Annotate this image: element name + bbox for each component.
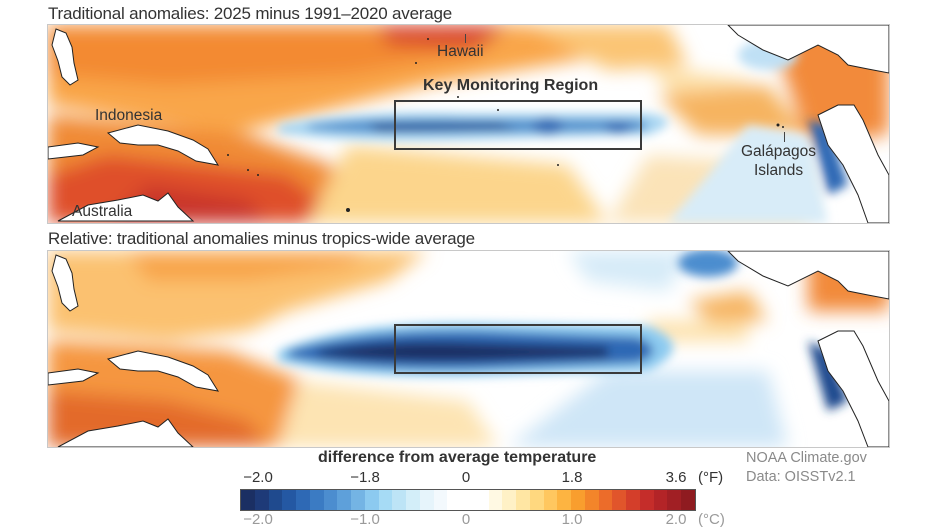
colorbar-swatch	[323, 490, 338, 510]
unit-celsius: (°C)	[698, 511, 725, 528]
hawaii-pointer	[465, 34, 466, 43]
colorbar-swatch	[419, 490, 434, 510]
panel-2-title: Relative: traditional anomalies minus tr…	[48, 229, 475, 248]
colorbar-swatch	[282, 490, 296, 510]
label-indonesia: Indonesia	[95, 107, 163, 124]
colorbar-swatch	[351, 490, 365, 510]
label-hawaii: Hawaii	[437, 43, 484, 60]
colorbar-swatch	[364, 490, 379, 510]
colorbar-swatch	[584, 490, 599, 510]
key-monitoring-region-box	[394, 100, 642, 150]
tick-f-2: 0	[461, 469, 471, 486]
tick-c-3: 1.0	[561, 511, 583, 528]
tick-c-4: 2.0	[665, 511, 687, 528]
colorbar-swatch	[406, 490, 420, 510]
colorbar-swatch	[502, 490, 516, 510]
colorbar-swatch	[337, 490, 351, 510]
colorbar-swatch	[392, 490, 406, 510]
colorbar-swatch	[571, 490, 585, 510]
tick-f-3: 1.8	[561, 469, 583, 486]
label-key-monitoring-region: Key Monitoring Region	[423, 77, 599, 94]
colorbar-swatch	[543, 490, 558, 510]
tick-c-2: 0	[461, 511, 471, 528]
colorbar-swatch	[557, 490, 571, 510]
label-galapagos: Galápagos	[741, 143, 816, 160]
tick-c-1: −1.0	[350, 511, 380, 528]
tick-c-0: −2.0	[243, 511, 273, 528]
colorbar-swatch	[268, 490, 283, 510]
label-australia: Australia	[72, 203, 133, 220]
colorbar-swatch	[461, 490, 475, 510]
colorbar-swatch	[474, 490, 489, 510]
colorbar-swatch	[309, 490, 324, 510]
map-relative-anomalies	[47, 250, 890, 448]
colorbar-swatch	[653, 490, 668, 510]
tick-f-1: −1.8	[350, 469, 380, 486]
colorbar-swatch	[598, 490, 613, 510]
colorbar-swatch	[296, 490, 310, 510]
key-monitoring-region-box-2	[394, 324, 642, 374]
panel-1-title: Traditional anomalies: 2025 minus 1991–2…	[48, 4, 453, 23]
colorbar-swatch	[241, 490, 255, 510]
colorbar-swatch	[667, 490, 681, 510]
map-traditional-anomalies	[47, 24, 890, 224]
colorbar-swatch	[626, 490, 640, 510]
legend-title: difference from average temperature	[318, 449, 597, 466]
colorbar-swatch	[378, 490, 393, 510]
colorbar-swatch	[488, 490, 503, 510]
label-galapagos-islands: Islands	[754, 162, 804, 179]
credit-source: NOAA Climate.gov	[746, 450, 867, 466]
tick-f-4: 3.6	[665, 469, 687, 486]
colorbar-swatch	[681, 490, 695, 510]
colorbar-swatch	[529, 490, 544, 510]
colorbar-swatch	[254, 490, 269, 510]
colorbar-swatch	[612, 490, 626, 510]
tick-f-0: −2.0	[243, 469, 273, 486]
colorbar-swatch	[516, 490, 530, 510]
galapagos-pointer	[784, 132, 785, 142]
unit-fahrenheit: (°F)	[698, 469, 724, 486]
colorbar	[240, 489, 696, 511]
colorbar-swatch	[639, 490, 654, 510]
credit-data: Data: OISSTv2.1	[746, 469, 856, 485]
colorbar-swatch	[447, 490, 461, 510]
sst-anomaly-map-1	[48, 25, 889, 223]
sst-anomaly-map-2	[48, 251, 889, 447]
colorbar-swatch	[433, 490, 448, 510]
